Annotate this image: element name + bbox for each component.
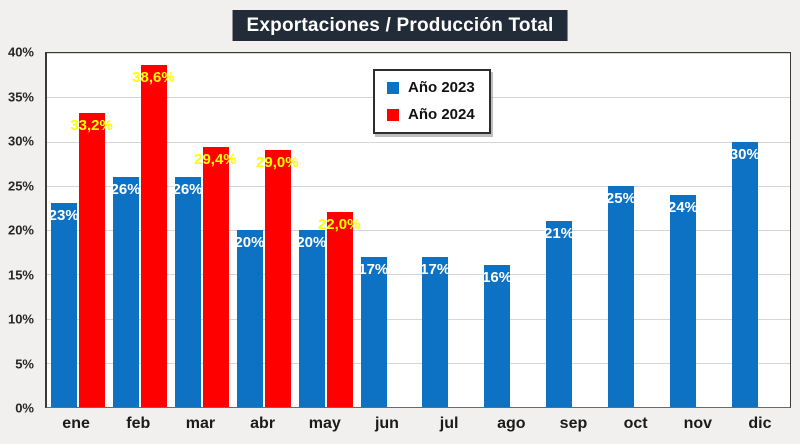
bar-value-label: 25%: [605, 189, 636, 207]
legend: Año 2023 Año 2024: [373, 69, 491, 134]
x-label-sep: sep: [559, 415, 588, 432]
bar-value-label: 24%: [667, 198, 698, 216]
gridline: [47, 185, 790, 187]
x-label-dic: dic: [748, 415, 772, 432]
month-slot-nov: 24%: [666, 53, 728, 407]
bar-año-2023-feb: 26%: [110, 176, 141, 407]
gridline: [47, 53, 790, 54]
month-slot-may: 20% 22,0%: [295, 53, 360, 407]
bar-año-2023-jun: 17%: [358, 256, 389, 407]
x-label-ene: ene: [62, 415, 90, 432]
bar-año-2023-oct: 25%: [605, 185, 636, 407]
gridline: [47, 141, 790, 143]
x-label-feb: feb: [126, 415, 151, 432]
bar-año-2023-nov: 24%: [667, 194, 698, 407]
legend-item-2023: Año 2023: [387, 79, 475, 96]
month-slot-ene: 23% 33,2%: [47, 53, 113, 407]
bar-año-2024-feb: 38,6%: [132, 65, 175, 407]
bar-año-2023-abr: 20%: [234, 230, 265, 407]
month-slot-abr: 20% 29,0%: [233, 53, 299, 407]
bottom-edge: [0, 444, 800, 448]
bar-año-2024-may: 22,0%: [318, 212, 360, 407]
month-slot-oct: 25%: [604, 53, 666, 407]
y-tick-label: 30%: [7, 133, 34, 149]
y-tick-label: 15%: [7, 267, 34, 282]
bar-value-label: 20%: [296, 234, 327, 251]
month-slot-jul: 17%: [419, 53, 481, 407]
x-label-oct: oct: [623, 415, 648, 432]
bar-value-label: 16%: [482, 269, 513, 287]
month-slot-mar: 26% 29,4%: [171, 53, 237, 407]
month-slot-feb: 26% 38,6%: [109, 53, 175, 407]
legend-item-2024: Año 2024: [387, 106, 475, 123]
y-tick-label: 25%: [7, 178, 34, 193]
bar-value-label: 17%: [358, 260, 389, 278]
bar-value-label: 29,4%: [194, 150, 237, 168]
x-label-jul: jul: [439, 415, 459, 432]
month-slot-sep: 21%: [542, 53, 604, 407]
y-tick-label: 35%: [7, 89, 34, 104]
plot-area: 23% 33,2% 26% 38,6% 26% 29,4% 20% 29,0% 20% 22,0%…: [45, 52, 791, 408]
bars-layer: 23% 33,2% 26% 38,6% 26% 29,4% 20% 29,0% 20% 22,0%…: [47, 53, 790, 407]
bar-value-label: 38,6%: [132, 69, 175, 87]
bar-año-2023-ene: 23%: [48, 203, 79, 407]
bar-value-label: 23%: [48, 207, 79, 225]
bar-año-2023-jul: 17%: [420, 256, 451, 407]
gridline: [47, 274, 790, 276]
bar-value-label: 26%: [110, 180, 141, 198]
x-label-mar: mar: [185, 415, 216, 432]
legend-label-2023: Año 2023: [408, 79, 475, 96]
x-label-jun: jun: [374, 415, 399, 432]
bar-año-2023-dic: 30%: [729, 141, 760, 407]
month-slot-ago: 16%: [480, 53, 542, 407]
bar-value-label: 20%: [234, 234, 265, 251]
bar-año-2024-mar: 29,4%: [194, 146, 237, 407]
gridline: [47, 362, 790, 364]
bar-año-2024-ene: 33,2%: [70, 113, 113, 407]
month-slot-dic: 30%: [728, 53, 790, 407]
bar-value-label: 22,0%: [317, 216, 361, 234]
y-tick-label: 40%: [7, 44, 34, 60]
legend-label-2024: Año 2024: [408, 106, 475, 123]
x-label-abr: abr: [250, 415, 276, 432]
bar-value-label: 21%: [544, 225, 575, 243]
chart-title: Exportaciones / Producción Total: [232, 10, 568, 41]
x-label-nov: nov: [683, 415, 713, 432]
x-axis: ene feb mar abr may jun jul ago sep oct nov dic: [45, 416, 791, 432]
y-tick-label: 0%: [15, 400, 34, 416]
legend-swatch-2023-icon: [387, 81, 399, 94]
bar-value-label: 26%: [172, 180, 203, 198]
y-tick-label: 20%: [7, 222, 34, 238]
y-tick-label: 5%: [15, 356, 34, 371]
bar-value-label: 17%: [420, 260, 451, 278]
x-label-ago: ago: [497, 415, 526, 432]
bar-año-2023-may: 20%: [296, 230, 327, 407]
legend-swatch-2024-icon: [387, 108, 399, 121]
bar-value-label: 33,2%: [70, 117, 113, 135]
bar-año-2024-abr: 29,0%: [256, 150, 299, 407]
bar-value-label: 29,0%: [256, 154, 299, 172]
y-tick-label: 10%: [7, 311, 34, 327]
gridline: [47, 318, 790, 320]
gridline: [47, 230, 790, 231]
bar-value-label: 30%: [729, 145, 760, 163]
bar-año-2023-sep: 21%: [544, 221, 575, 407]
bar-año-2023-mar: 26%: [172, 176, 203, 407]
x-label-may: may: [308, 415, 341, 432]
bar-año-2023-ago: 16%: [482, 265, 513, 407]
month-slot-jun: 17%: [357, 53, 419, 407]
y-axis: 0% 5% 10% 15% 20% 25% 30% 35% 40%: [0, 46, 40, 415]
